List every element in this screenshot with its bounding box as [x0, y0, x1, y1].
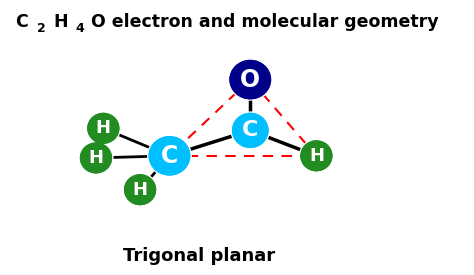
- Ellipse shape: [233, 114, 268, 147]
- Text: 4: 4: [75, 22, 84, 35]
- Text: H: H: [96, 119, 111, 137]
- Ellipse shape: [148, 135, 191, 176]
- Text: C: C: [161, 144, 178, 168]
- Ellipse shape: [231, 112, 269, 149]
- Text: H: H: [53, 13, 68, 31]
- Text: 2: 2: [37, 22, 46, 35]
- Ellipse shape: [125, 175, 155, 205]
- Ellipse shape: [228, 59, 272, 100]
- Text: O electron and molecular geometry: O electron and molecular geometry: [91, 13, 438, 31]
- Ellipse shape: [86, 112, 120, 144]
- Ellipse shape: [300, 140, 333, 172]
- Text: O: O: [240, 68, 260, 92]
- Text: C: C: [242, 120, 258, 141]
- Text: H: H: [89, 149, 103, 167]
- Ellipse shape: [81, 143, 111, 173]
- Ellipse shape: [88, 114, 119, 143]
- Ellipse shape: [233, 114, 268, 147]
- Ellipse shape: [301, 141, 332, 170]
- Text: C: C: [15, 13, 28, 31]
- Ellipse shape: [88, 114, 119, 143]
- Ellipse shape: [149, 137, 190, 175]
- Ellipse shape: [81, 143, 111, 173]
- Ellipse shape: [149, 137, 190, 175]
- Ellipse shape: [125, 175, 155, 205]
- Text: Trigonal planar: Trigonal planar: [123, 247, 275, 265]
- Text: H: H: [133, 181, 147, 199]
- Ellipse shape: [230, 60, 271, 99]
- Ellipse shape: [79, 142, 113, 174]
- Ellipse shape: [301, 141, 332, 170]
- Ellipse shape: [230, 60, 271, 99]
- Text: H: H: [309, 147, 324, 165]
- Ellipse shape: [123, 174, 157, 206]
